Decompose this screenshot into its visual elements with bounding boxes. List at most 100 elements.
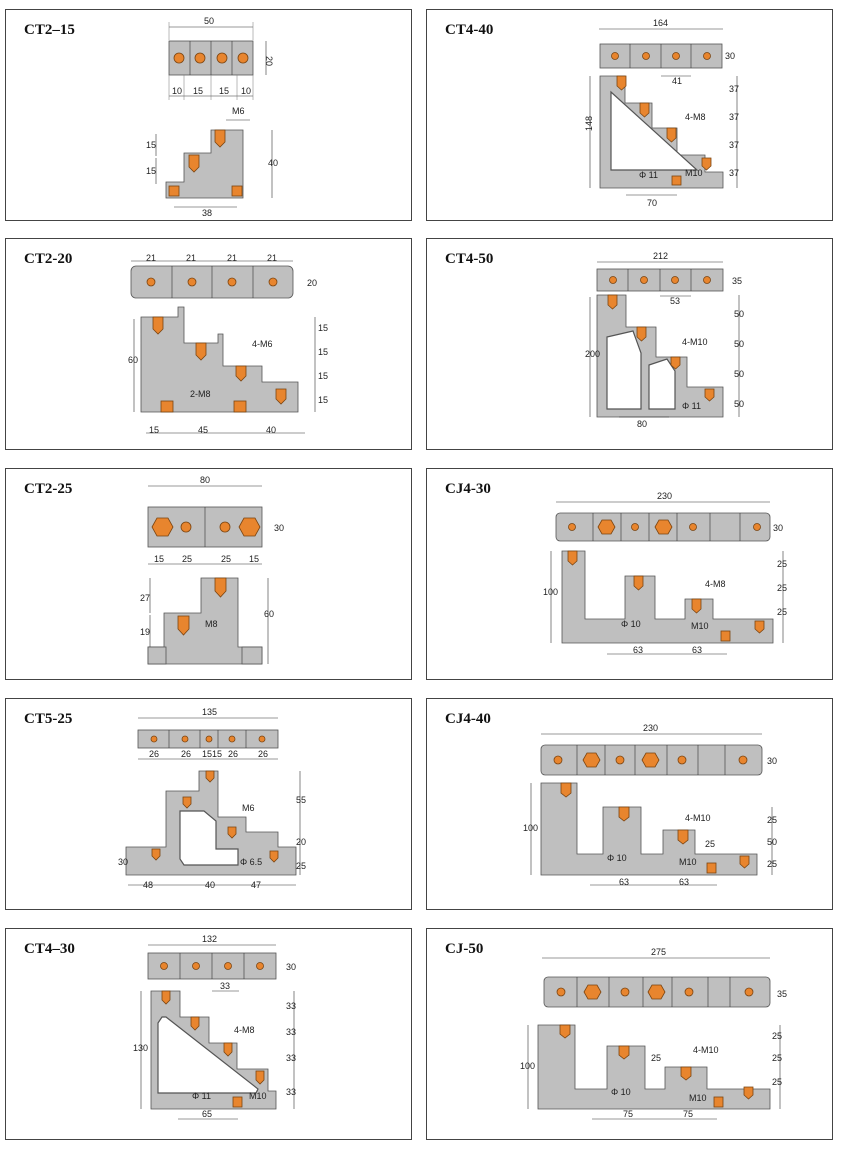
dim-label: 20	[307, 278, 317, 288]
dim-label: 21	[267, 253, 277, 263]
dim-label: 230	[657, 491, 672, 501]
dim-label: 100	[543, 587, 558, 597]
panel-title: CT4-40	[445, 22, 494, 38]
dim-label: 25	[221, 554, 231, 564]
dim-label: 33	[286, 1053, 296, 1063]
dim-label: 15	[149, 425, 159, 435]
panel-ct2-15: CT2–15 50 20 10 15 15 10 M6 15 15 40 38	[5, 9, 412, 221]
dim-label: 41	[672, 76, 682, 86]
panel-title: CT2-20	[24, 251, 73, 267]
panel-ct2-25: CT2-25 80 30 15 25 25 15 27 19 M8 60	[5, 468, 412, 680]
dim-label: 53	[670, 296, 680, 306]
dim-label: 30	[118, 857, 128, 867]
dim-label: 164	[653, 18, 668, 28]
dim-label: 25	[296, 861, 306, 871]
dim-label: 50	[204, 16, 214, 26]
ct2-20-drawing: 21 21 21 21 20 60 4-M6 2-M8 15 15 15 15 …	[128, 253, 328, 435]
dim-label: 130	[133, 1043, 148, 1053]
dim-label: 35	[777, 989, 787, 999]
ct4-50-drawing: 212 35 53 200 50 50 50 50 4-M10 Φ 11 80	[585, 251, 744, 429]
dim-label: 100	[523, 823, 538, 833]
dim-label: 50	[767, 837, 777, 847]
dim-label: 15	[202, 749, 212, 759]
dim-label: M6	[232, 106, 245, 116]
dim-label: 15	[212, 749, 222, 759]
dim-label: 148	[584, 116, 594, 131]
dim-label: 60	[264, 609, 274, 619]
dim-label: Φ 11	[192, 1091, 211, 1101]
dim-label: 15	[249, 554, 259, 564]
cj4-40-drawing: 230 30 100 25 4-M10 25 50 Φ 10 M10 25 63…	[523, 723, 777, 887]
dim-label: 37	[729, 112, 739, 122]
dim-label: 20	[264, 56, 274, 66]
dim-label: 26	[228, 749, 238, 759]
dim-label: M10	[685, 168, 703, 178]
dim-label: 132	[202, 934, 217, 944]
panel-title: CJ4-30	[445, 481, 491, 497]
dim-label: 37	[729, 84, 739, 94]
dim-label: M10	[691, 621, 709, 631]
panel-title: CT2–15	[24, 22, 75, 38]
dim-label: 19	[140, 627, 150, 637]
dim-label: 27	[140, 593, 150, 603]
dim-label: 21	[146, 253, 156, 263]
panel-cj4-30: CJ4-30 230 30 100 25 25 25 4-M8 Φ 10 M10…	[426, 468, 833, 680]
dim-label: 15	[154, 554, 164, 564]
dim-label: M10	[249, 1091, 267, 1101]
dim-label: 63	[633, 645, 643, 655]
ct2-15-drawing: 50 20 10 15 15 10 M6 15 15 40 38	[146, 16, 278, 218]
dim-label: 33	[286, 1001, 296, 1011]
dim-label: M6	[242, 803, 255, 813]
cj4-30-drawing: 230 30 100 25 25 25 4-M8 Φ 10 M10 63 63	[543, 491, 787, 655]
panel-ct4-40: CT4-40 164 30 41 148 37 37 37 37 4-M8 Φ …	[426, 9, 833, 221]
dim-label: 4-M8	[685, 112, 706, 122]
dim-label: 25	[777, 607, 787, 617]
dim-label: Φ 11	[682, 401, 701, 411]
dim-label: 30	[767, 756, 777, 766]
dim-label: 50	[734, 399, 744, 409]
dim-label: 15	[318, 371, 328, 381]
dim-label: 25	[772, 1031, 782, 1041]
dim-label: Φ 10	[621, 619, 641, 629]
ct5-25-drawing: 135 26 26 15 15 26 26 55 M6 20 30 Φ 6.5 …	[118, 707, 306, 890]
dim-label: 15	[193, 86, 203, 96]
dim-label: 26	[181, 749, 191, 759]
dim-label: 40	[266, 425, 276, 435]
dim-label: 75	[683, 1109, 693, 1119]
dim-label: 15	[318, 395, 328, 405]
dim-label: 15	[146, 166, 156, 176]
dim-label: 25	[777, 559, 787, 569]
dim-label: 135	[202, 707, 217, 717]
dim-label: Φ 6.5	[240, 857, 262, 867]
panel-title: CT4-50	[445, 251, 494, 267]
dim-label: M8	[205, 619, 218, 629]
dim-label: 4-M10	[693, 1045, 719, 1055]
dim-label: 38	[202, 208, 212, 218]
dim-label: 10	[172, 86, 182, 96]
dim-label: 230	[643, 723, 658, 733]
dim-label: 200	[585, 349, 600, 359]
dim-label: 25	[705, 839, 715, 849]
panel-title: CT2-25	[24, 481, 73, 497]
dim-label: 4-M6	[252, 339, 273, 349]
dim-label: 25	[772, 1053, 782, 1063]
panel-title: CT5-25	[24, 711, 73, 727]
dim-label: 80	[637, 419, 647, 429]
panel-title: CJ4-40	[445, 711, 491, 727]
panel-ct4-30: CT4–30 132 30 33 130 33 4-M8 33 Φ 11 M10…	[5, 928, 412, 1140]
dim-label: 30	[725, 51, 735, 61]
dim-label: 50	[734, 369, 744, 379]
dim-label: 65	[202, 1109, 212, 1119]
panel-ct4-50: CT4-50 212 35 53 200 50 50 50 50 4-M10 Φ…	[426, 238, 833, 450]
dim-label: 21	[186, 253, 196, 263]
dim-label: 15	[318, 323, 328, 333]
dim-label: 70	[647, 198, 657, 208]
dim-label: 63	[619, 877, 629, 887]
ct4-30-drawing: 132 30 33 130 33 4-M8 33 Φ 11 M10 33 33 …	[133, 934, 296, 1120]
dim-label: 25	[772, 1077, 782, 1087]
dim-label: 15	[146, 140, 156, 150]
dim-label: 26	[258, 749, 268, 759]
dim-label: 15	[219, 86, 229, 96]
dim-label: 50	[734, 339, 744, 349]
dim-label: 33	[286, 1087, 296, 1097]
